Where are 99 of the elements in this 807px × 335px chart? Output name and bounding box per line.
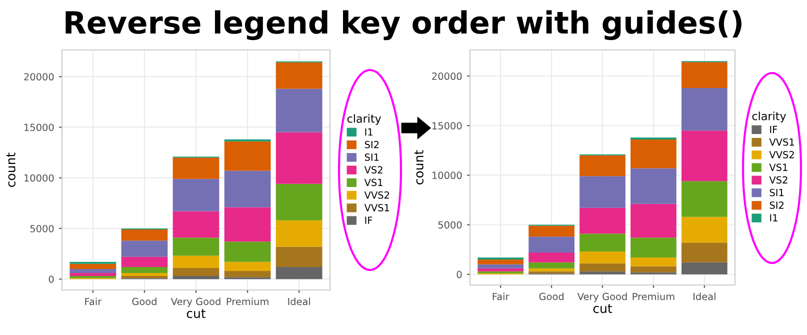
- x-axis-title: cut: [186, 309, 206, 318]
- bar: [478, 259, 524, 264]
- y-tick-label: 15000: [432, 122, 462, 130]
- legend-label: VVS1: [769, 138, 794, 146]
- bar: [528, 252, 574, 262]
- bar: [580, 155, 626, 176]
- legend-label: I1: [365, 128, 372, 136]
- legend-label: VS1: [364, 178, 382, 186]
- legend-label: SI2: [770, 201, 784, 209]
- bar: [276, 88, 322, 132]
- bar: [681, 62, 728, 88]
- bar: [630, 238, 676, 258]
- bar: [681, 130, 728, 182]
- bar: [630, 204, 676, 238]
- y-tick-label: 10000: [24, 174, 54, 182]
- bar: [172, 268, 220, 276]
- bar: [121, 240, 168, 257]
- legend-title: clarity: [347, 114, 382, 125]
- legend-label: VS2: [769, 176, 788, 184]
- x-axis-title: cut: [593, 304, 612, 314]
- x-tick-label: Premium: [226, 298, 268, 306]
- bar: [580, 234, 626, 252]
- bar: [681, 216, 728, 243]
- bar: [580, 263, 626, 272]
- legend-label: VVS1: [364, 204, 390, 212]
- bar: [630, 266, 676, 272]
- bar: [681, 242, 728, 262]
- bar: [528, 236, 574, 253]
- bar: [681, 262, 728, 274]
- x-tick-label: Very Good: [170, 298, 220, 308]
- legend-label: IF: [365, 216, 372, 224]
- bar: [478, 268, 524, 272]
- x-tick-label: Ideal: [288, 298, 310, 306]
- bar: [630, 168, 676, 204]
- bar: [224, 170, 271, 208]
- bar: [172, 276, 220, 280]
- bar: [528, 268, 574, 272]
- y-tick-label: 5000: [438, 221, 462, 229]
- bar: [224, 270, 271, 278]
- bar: [224, 262, 271, 271]
- legend-label: VVS2: [364, 191, 389, 199]
- bar: [528, 262, 574, 268]
- bar: [630, 257, 676, 266]
- bar: [121, 229, 168, 241]
- bar: [172, 238, 220, 256]
- bar: [276, 246, 322, 267]
- bar: [276, 132, 322, 184]
- bar: [630, 140, 676, 168]
- bar: [681, 181, 728, 217]
- bar: [121, 256, 168, 267]
- legend-label: VS1: [769, 164, 788, 171]
- bar: [580, 252, 626, 264]
- y-tick-label: 20000: [24, 73, 54, 80]
- legend-label: VS2: [364, 166, 382, 174]
- bar: [70, 273, 116, 276]
- legend-label: SI1: [364, 154, 379, 161]
- bar: [681, 88, 728, 131]
- y-tick-label: 0: [456, 270, 462, 278]
- legend-title: clarity: [752, 112, 786, 122]
- bar: [70, 268, 116, 274]
- bar: [121, 266, 168, 274]
- bar: [276, 184, 322, 220]
- y-tick-label: 10000: [432, 172, 462, 180]
- x-tick-label: Premium: [632, 292, 674, 300]
- bar: [224, 207, 271, 242]
- x-tick-label: Good: [539, 292, 564, 300]
- x-tick-label: Fair: [492, 292, 510, 300]
- y-tick-label: 5000: [30, 224, 54, 232]
- bar: [172, 211, 220, 238]
- y-tick-label: 20000: [432, 72, 462, 80]
- legend-label: SI2: [364, 140, 379, 148]
- text: Reverse legend key order with guides(): [66, 10, 742, 40]
- bar: [224, 141, 271, 171]
- bar: [528, 226, 574, 237]
- y-tick-label: 15000: [24, 124, 54, 132]
- bar: [172, 256, 220, 268]
- x-tick-label: Very Good: [577, 292, 627, 302]
- y-axis-title: count: [414, 150, 424, 184]
- bar: [172, 158, 220, 179]
- y-tick-label: 0: [48, 276, 54, 283]
- legend-label: SI1: [770, 188, 784, 196]
- bar: [172, 178, 220, 212]
- bar: [276, 266, 322, 280]
- y-axis-title: count: [6, 152, 16, 187]
- bar: [580, 208, 626, 234]
- bar: [276, 220, 322, 247]
- bar: [121, 273, 168, 276]
- bar: [276, 62, 322, 89]
- legend-label: IF: [770, 126, 778, 133]
- legend-label: VVS2: [769, 151, 794, 158]
- bar: [580, 176, 626, 208]
- x-tick-label: Fair: [85, 298, 102, 306]
- bar: [580, 271, 626, 274]
- bar: [224, 242, 271, 262]
- bar: [70, 264, 116, 269]
- legend-label: I1: [770, 214, 778, 222]
- bar: [478, 264, 524, 268]
- x-tick-label: Ideal: [694, 292, 716, 300]
- x-tick-label: Good: [132, 298, 156, 306]
